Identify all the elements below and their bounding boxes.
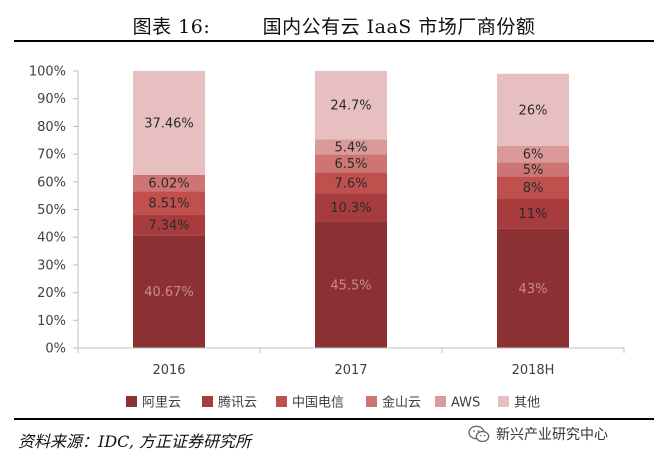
bar-segment	[497, 145, 569, 163]
y-tick-label: 0%	[45, 342, 66, 357]
legend-swatch	[435, 396, 446, 407]
y-tick-label: 30%	[37, 258, 66, 273]
bar-segment	[133, 174, 205, 192]
legend-swatch	[202, 396, 213, 407]
data-label: 6.02%	[148, 177, 189, 192]
data-label: 5.4%	[334, 140, 367, 155]
legend: 阿里云 腾讯云 中国电信 金山云 AWS 其他	[126, 395, 540, 411]
data-label: 6%	[523, 148, 544, 163]
bar-segment	[133, 235, 205, 348]
x-tick-label: 2017	[334, 363, 367, 378]
legend-label: 金山云	[382, 395, 421, 411]
wechat-icon	[468, 425, 490, 443]
legend-item: 中国电信	[276, 396, 344, 411]
y-tick-label: 90%	[37, 92, 66, 107]
y-tick-label: 50%	[37, 203, 66, 218]
bar-segment	[133, 191, 205, 216]
watermark: 新兴产业研究中心	[468, 424, 608, 444]
bar-segment	[315, 71, 387, 140]
y-axis: 0% 10% 20% 30% 40% 50% 60% 70% 80% 90% 100%	[29, 65, 79, 357]
data-label: 37.46%	[144, 116, 194, 131]
x-tick-label: 2016	[152, 363, 185, 378]
x-axis: 2016 2017 2018H	[77, 347, 625, 378]
data-label: 10.3%	[330, 201, 371, 216]
bar-segment	[315, 221, 387, 348]
bar-segment	[315, 139, 387, 155]
y-tick-label: 20%	[37, 286, 66, 301]
bar-segment	[315, 154, 387, 173]
data-label: 6.5%	[334, 157, 367, 172]
data-label: 45.5%	[330, 278, 371, 293]
y-tick-label: 10%	[37, 314, 66, 329]
bar-segment	[497, 162, 569, 177]
legend-label: 中国电信	[292, 396, 344, 411]
y-tick-label: 60%	[37, 175, 66, 190]
footer-divider	[14, 418, 654, 420]
bars: 40.67% 7.34% 8.51% 6.02% 37.46% 45.5% 10.3% 7.6…	[133, 71, 569, 348]
data-label: 8.51%	[148, 197, 189, 212]
data-label: 8%	[523, 181, 544, 196]
data-label: 26%	[519, 103, 548, 118]
data-label: 11%	[519, 207, 548, 222]
legend-label: AWS	[451, 396, 480, 411]
legend-item: 阿里云	[126, 396, 181, 411]
legend-swatch	[366, 396, 377, 407]
legend-swatch	[126, 396, 137, 407]
data-label: 40.67%	[144, 285, 194, 300]
data-label: 5%	[523, 163, 544, 178]
bar-segment	[315, 172, 387, 194]
legend-label: 其他	[514, 396, 540, 411]
bar-segment	[133, 215, 205, 236]
y-tick-label: 40%	[37, 231, 66, 246]
data-label: 7.6%	[334, 176, 367, 191]
legend-swatch	[498, 396, 509, 407]
legend-label: 阿里云	[142, 396, 181, 411]
y-tick-label: 80%	[37, 120, 66, 135]
watermark-text: 新兴产业研究中心	[496, 427, 608, 443]
title-bar: 图表 16: 国内公有云 IaaS 市场厂商份额	[14, 4, 654, 42]
y-tick-label: 100%	[29, 65, 66, 80]
bar-segment	[497, 73, 569, 146]
source-note: 资料来源：IDC, 方正证券研究所	[18, 432, 251, 451]
legend-label: 腾讯云	[218, 395, 257, 411]
bar-segment	[133, 71, 205, 175]
legend-item: 金山云	[366, 395, 421, 411]
data-label: 43%	[519, 282, 548, 297]
bar-segment	[315, 193, 387, 222]
data-label: 7.34%	[148, 219, 189, 234]
legend-item: AWS	[435, 396, 480, 411]
legend-item: 其他	[498, 396, 540, 411]
bar-segment	[497, 228, 569, 348]
chart-title: 图表 16: 国内公有云 IaaS 市场厂商份额	[132, 16, 536, 38]
data-label: 24.7%	[330, 99, 371, 114]
bar-segment	[497, 176, 569, 199]
x-tick-label: 2018H	[512, 363, 555, 378]
y-tick-label: 70%	[37, 148, 66, 163]
legend-item: 腾讯云	[202, 395, 257, 411]
legend-swatch	[276, 396, 287, 407]
bar-segment	[497, 198, 569, 229]
